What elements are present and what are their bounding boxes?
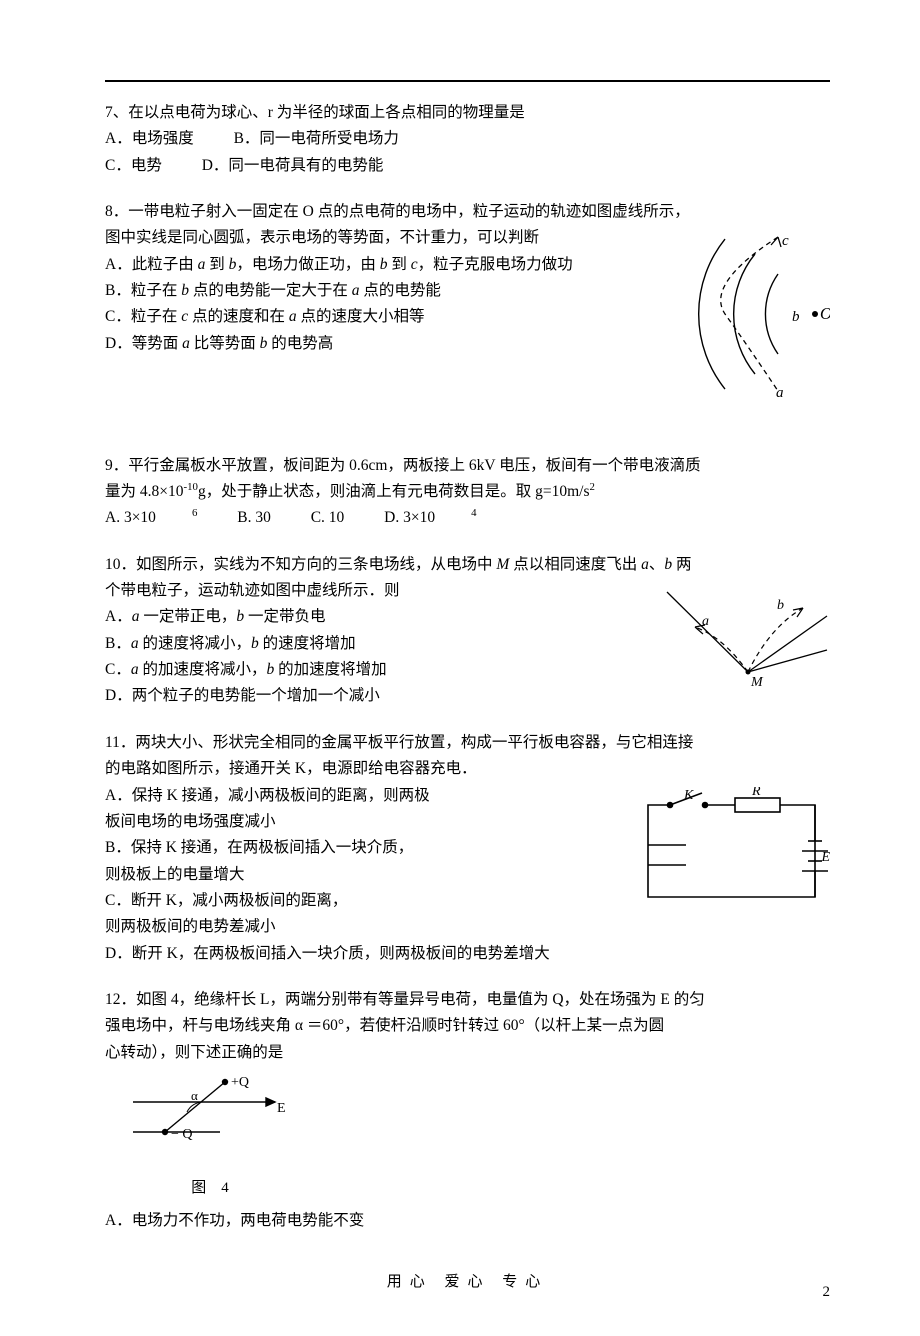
q12-stem3: 心转动），则下述正确的是 <box>105 1040 830 1066</box>
top-rule <box>105 80 830 82</box>
q12-label-E: E <box>277 1101 286 1116</box>
q7-B: B．同一电荷所受电场力 <box>234 130 399 147</box>
q11-D: D．断开 K，在两极板间插入一块介质，则两极板间的电势差增大 <box>105 941 830 967</box>
q8-label-a: a <box>776 385 784 399</box>
q9-D: D. 3×104 <box>384 509 476 526</box>
q8-label-O: O <box>820 304 830 323</box>
q12-stem2: 强电场中，杆与电场线夹角 α ＝60°，若使杆沿顺时针转过 60°（以杆上某一点… <box>105 1013 830 1039</box>
q10-figure: a b M <box>655 582 830 701</box>
q8-label-c: c <box>782 233 789 249</box>
question-12: 12．如图 4，绝缘杆长 L，两端分别带有等量异号电荷，电量值为 Q，处在场强为… <box>105 987 830 1234</box>
q12-label-nQ: − Q <box>171 1127 193 1142</box>
q12-label-alpha: α <box>191 1088 198 1103</box>
question-7: 7、在以点电荷为球心、r 为半径的球面上各点相同的物理量是 A．电场强度 B．同… <box>105 100 830 179</box>
page-number: 2 <box>823 1280 831 1306</box>
q8-stem1: 8．一带电粒子射入一固定在 O 点的点电荷的电场中，粒子运动的轨迹如图虚线所示， <box>105 199 830 225</box>
q12-stem1: 12．如图 4，绝缘杆长 L，两端分别带有等量异号电荷，电量值为 Q，处在场强为… <box>105 987 830 1013</box>
q11-stem1: 11．两块大小、形状完全相同的金属平板平行放置，构成一平行板电容器，与它相连接 <box>105 730 830 756</box>
q7-row2: C．电势 D．同一电荷具有的电势能 <box>105 153 830 179</box>
q9-C: C. 10 <box>311 509 345 526</box>
q9-stem2: 量为 4.8×10-10g，处于静止状态，则油滴上有元电荷数目是。取 g=10m… <box>105 479 830 505</box>
q9-B: B. 30 <box>237 509 271 526</box>
q12-label-pQ: +Q <box>231 1075 249 1090</box>
question-8: 8．一带电粒子射入一固定在 O 点的点电荷的电场中，粒子运动的轨迹如图虚线所示，… <box>105 199 830 413</box>
q10-label-b: b <box>777 598 784 613</box>
page-footer: 用心 爱心 专心 <box>105 1270 830 1296</box>
q9-stem1: 9．平行金属板水平放置，板间距为 0.6cm，两板接上 6kV 电压，板间有一个… <box>105 453 830 479</box>
q7-A: A．电场强度 <box>105 130 194 147</box>
question-11: 11．两块大小、形状完全相同的金属平板平行放置，构成一平行板电容器，与它相连接 … <box>105 730 830 967</box>
q11-figure: K R E <box>630 787 830 926</box>
q10-label-M: M <box>750 675 764 690</box>
q10-stem1: 10．如图所示，实线为不知方向的三条电场线，从电场中 M 点以相同速度飞出 a、… <box>105 552 830 578</box>
q11-label-K: K <box>683 788 694 803</box>
q12-caption: 图 4 <box>125 1176 295 1202</box>
q11-label-E: E <box>820 850 830 865</box>
q12-A: A．电场力不作功，两电荷电势能不变 <box>105 1208 830 1234</box>
q9-opts: A. 3×106 B. 30 C. 10 D. 3×104 <box>105 505 830 531</box>
q7-stem: 7、在以点电荷为球心、r 为半径的球面上各点相同的物理量是 <box>105 100 830 126</box>
q12-figure: +Q − Q α E 图 4 <box>125 1072 830 1202</box>
q7-D: D．同一电荷具有的电势能 <box>202 157 384 174</box>
question-9: 9．平行金属板水平放置，板间距为 0.6cm，两板接上 6kV 电压，板间有一个… <box>105 453 830 532</box>
q8-figure: c b a O <box>670 229 830 408</box>
q9-A: A. 3×106 <box>105 509 197 526</box>
q11-stem2: 的电路如图所示，接通开关 K，电源即给电容器充电． <box>105 756 830 782</box>
q7-C: C．电势 <box>105 157 162 174</box>
q7-row1: A．电场强度 B．同一电荷所受电场力 <box>105 126 830 152</box>
q8-label-b: b <box>792 309 800 325</box>
q11-label-R: R <box>751 787 761 799</box>
question-10: 10．如图所示，实线为不知方向的三条电场线，从电场中 M 点以相同速度飞出 a、… <box>105 552 830 710</box>
q10-label-a: a <box>702 614 709 629</box>
